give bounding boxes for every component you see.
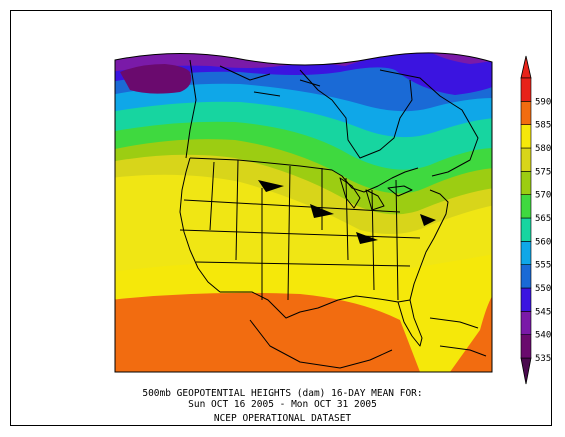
us-canada-border (189, 157, 419, 193)
colorbar-label: 575 (535, 167, 551, 177)
florida (397, 299, 423, 347)
height-contours (115, 52, 492, 372)
caption-line-1: 500mb GEOPOTENTIAL HEIGHTS (dam) 16-DAY … (142, 388, 423, 399)
arctic-islands (219, 65, 321, 97)
colorbar-label: 555 (535, 261, 551, 271)
east-coast (409, 189, 449, 301)
colorbar-segment (520, 217, 532, 242)
colorbar-label: 560 (535, 237, 551, 247)
great-lakes (339, 177, 413, 211)
colorbar-label: 590 (535, 97, 551, 107)
colorbar-segment (520, 287, 532, 312)
mexico-border (220, 291, 399, 319)
caption-line-3: NCEP OPERATIONAL DATASET (213, 413, 352, 424)
colorbar-segment (520, 77, 532, 102)
canada-west-coast (185, 59, 197, 159)
mexico-coast (249, 319, 393, 369)
colorbar-segment (520, 194, 532, 219)
trough-markers (258, 180, 436, 244)
colorbar-label: 550 (535, 284, 551, 294)
colorbar-segment (520, 334, 532, 359)
colorbar-label: 580 (535, 144, 551, 154)
trough-arrow-1 (258, 180, 284, 192)
boundaries (179, 59, 487, 369)
west-coast (179, 157, 221, 293)
colorbar-top-arrow (520, 55, 532, 79)
caribbean (429, 317, 487, 357)
figure-frame (10, 10, 552, 426)
colorbar-segment (520, 124, 532, 149)
caption-line-2: Sun OCT 16 2005 - Mon OCT 31 2005 (188, 399, 377, 410)
colorbar-label: 565 (535, 214, 551, 224)
map-border (114, 52, 493, 373)
colorbar-bottom-arrow (520, 357, 532, 385)
band-535 (120, 64, 192, 94)
hudson-bay (299, 69, 413, 159)
colorbar-label: 545 (535, 307, 551, 317)
colorbar-label: 540 (535, 331, 551, 341)
colorbar-segment (520, 147, 532, 172)
colorbar-label: 535 (535, 354, 551, 364)
colorbar-segment (520, 264, 532, 289)
colorbar-segment (520, 101, 532, 125)
colorbar-label: 570 (535, 191, 551, 201)
trough-arrow-3 (356, 232, 378, 244)
colorbar-segment (520, 311, 532, 335)
colorbar-segment (520, 171, 532, 195)
trough-arrow-4 (420, 214, 436, 226)
colorbar-segment (520, 241, 532, 265)
labrador-coast (379, 69, 479, 177)
colorbar-label: 585 (535, 121, 551, 131)
colorbar: 535 540 545 550 555 560 565 570 575 580 585 590 (520, 55, 551, 385)
trough-arrow-2 (310, 204, 334, 218)
state-lines-ew (179, 199, 421, 267)
